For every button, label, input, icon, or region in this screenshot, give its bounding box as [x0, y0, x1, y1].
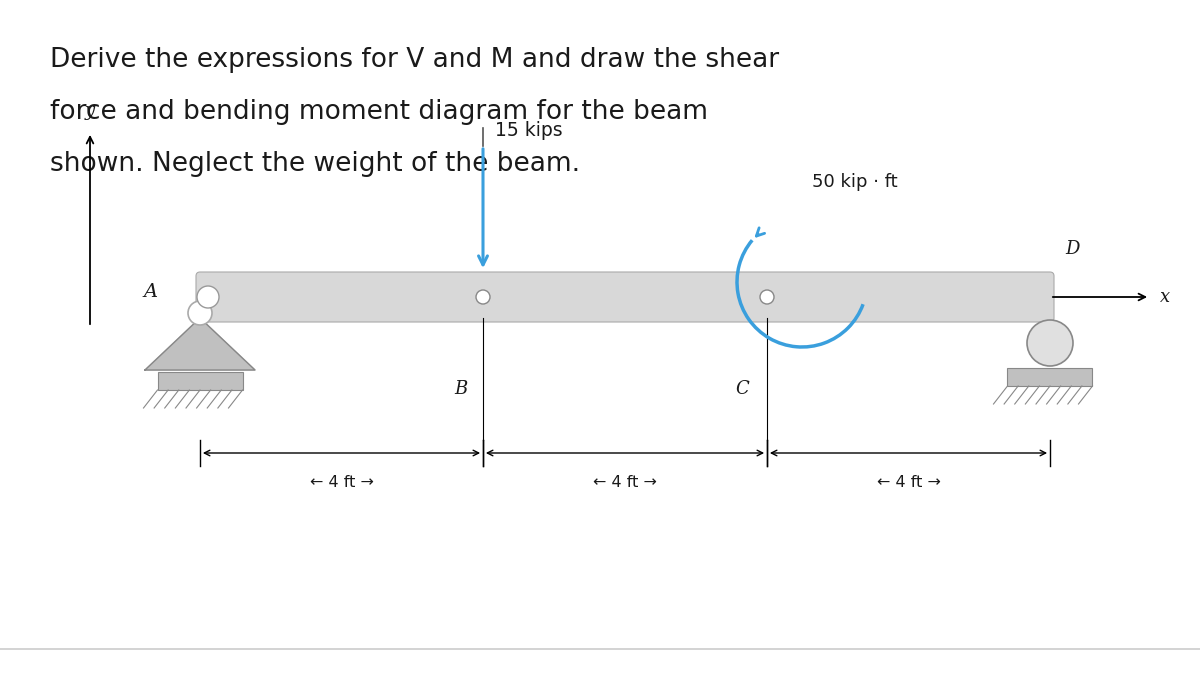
Circle shape	[476, 290, 490, 304]
Text: ← 4 ft →: ← 4 ft →	[310, 475, 373, 490]
Text: D: D	[1066, 240, 1079, 258]
Text: ← 4 ft →: ← 4 ft →	[593, 475, 656, 490]
Circle shape	[760, 290, 774, 304]
Text: shown. Neglect the weight of the beam.: shown. Neglect the weight of the beam.	[50, 151, 580, 177]
Text: 15 kips: 15 kips	[496, 121, 563, 140]
Text: Derive the expressions for V and M and draw the shear: Derive the expressions for V and M and d…	[50, 47, 779, 73]
Text: x: x	[1160, 288, 1170, 306]
Circle shape	[197, 286, 220, 308]
Text: B: B	[455, 380, 468, 398]
Text: y: y	[85, 102, 95, 120]
Text: force and bending moment diagram for the beam: force and bending moment diagram for the…	[50, 99, 708, 125]
FancyBboxPatch shape	[196, 272, 1054, 322]
Bar	[1008, 368, 1092, 386]
Text: A: A	[144, 283, 158, 301]
Text: C: C	[736, 380, 749, 398]
Polygon shape	[145, 318, 254, 370]
Text: ← 4 ft →: ← 4 ft →	[876, 475, 941, 490]
Text: 50 kip · ft: 50 kip · ft	[812, 173, 898, 191]
Circle shape	[1027, 320, 1073, 366]
Bar	[157, 372, 242, 390]
Circle shape	[188, 301, 212, 325]
